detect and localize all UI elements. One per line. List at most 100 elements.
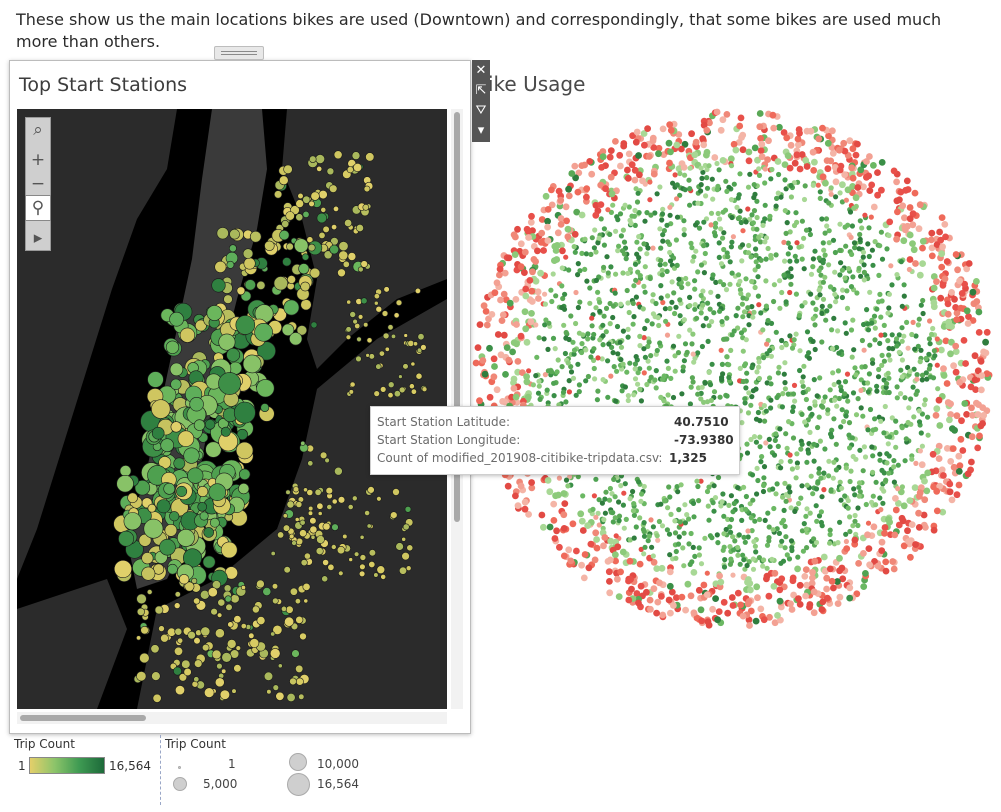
bike-dot bbox=[968, 433, 976, 441]
bike-dot bbox=[648, 212, 654, 218]
bike-dot bbox=[975, 329, 983, 336]
bike-dot bbox=[736, 532, 742, 538]
station-bubble bbox=[244, 279, 256, 291]
bike-dot bbox=[783, 342, 789, 348]
bike-dot bbox=[712, 224, 719, 230]
bike-dot bbox=[753, 259, 759, 265]
bike-dot bbox=[574, 188, 582, 196]
search-icon[interactable]: ⌕ bbox=[33, 120, 43, 140]
bike-dot bbox=[823, 585, 830, 593]
bike-dot bbox=[741, 309, 748, 315]
bike-dot bbox=[661, 398, 667, 404]
bike-dot bbox=[801, 521, 807, 527]
bike-dot bbox=[909, 210, 917, 218]
bike-dot bbox=[576, 382, 582, 388]
bike-dot bbox=[946, 416, 953, 424]
bike-dot bbox=[684, 580, 692, 588]
bike-dot bbox=[575, 272, 581, 278]
bike-dot bbox=[851, 536, 859, 544]
bike-dot bbox=[577, 299, 583, 305]
bike-dot bbox=[642, 181, 648, 187]
bike-dot bbox=[913, 460, 919, 466]
bike-dot bbox=[782, 480, 788, 486]
bike-dot bbox=[836, 379, 842, 385]
station-bubble bbox=[316, 212, 327, 224]
bike-dot bbox=[656, 518, 662, 525]
bike-dot bbox=[593, 514, 599, 520]
bike-dot bbox=[641, 533, 648, 539]
bike-dot bbox=[977, 358, 985, 365]
station-bubble bbox=[345, 334, 352, 340]
filter-icon[interactable]: ⛛ bbox=[475, 102, 487, 118]
bike-dot bbox=[631, 501, 637, 507]
station-bubble bbox=[322, 522, 331, 531]
station-bubble bbox=[284, 616, 295, 627]
bike-dot bbox=[514, 358, 522, 365]
bike-dot bbox=[666, 582, 674, 590]
bike-dot bbox=[674, 484, 680, 490]
bike-dot bbox=[633, 294, 639, 300]
bike-dot bbox=[883, 477, 889, 483]
station-bubble bbox=[412, 341, 418, 347]
color-legend-max: 16,564 bbox=[109, 759, 151, 773]
drag-handle[interactable] bbox=[214, 46, 264, 60]
bike-dot bbox=[852, 512, 858, 519]
close-icon[interactable]: ✕ bbox=[475, 62, 487, 78]
bike-dot bbox=[656, 579, 663, 587]
bike-dot bbox=[752, 543, 758, 549]
station-bubble bbox=[163, 482, 176, 495]
bike-dot bbox=[901, 226, 909, 234]
bike-dot bbox=[681, 317, 687, 323]
bike-dot bbox=[834, 578, 841, 585]
more-options-icon[interactable]: ▾ bbox=[477, 122, 485, 138]
bike-dot bbox=[758, 153, 766, 161]
bike-dot bbox=[872, 337, 878, 343]
station-bubble bbox=[353, 162, 363, 172]
bike-dot bbox=[857, 447, 863, 453]
bike-dot bbox=[765, 137, 772, 145]
vertical-scroll-thumb[interactable] bbox=[454, 112, 460, 522]
bike-dot bbox=[598, 216, 604, 222]
bike-dot bbox=[681, 232, 687, 238]
bike-dot bbox=[811, 158, 818, 166]
bike-dot bbox=[591, 245, 597, 251]
station-bubble bbox=[271, 583, 279, 590]
bike-dot bbox=[753, 549, 759, 555]
bike-dot bbox=[853, 372, 859, 378]
bike-dot bbox=[725, 254, 731, 260]
bike-dot bbox=[638, 498, 644, 504]
bike-dot bbox=[782, 545, 788, 551]
station-bubble bbox=[282, 513, 288, 519]
open-external-icon[interactable]: ⇱ bbox=[475, 82, 487, 98]
horizontal-scroll-thumb[interactable] bbox=[20, 715, 146, 721]
bike-usage-bubble-chart[interactable] bbox=[460, 100, 1000, 640]
station-bubble bbox=[310, 534, 316, 540]
zoom-out-icon[interactable]: − bbox=[30, 174, 46, 194]
bike-dot bbox=[827, 527, 833, 533]
bike-dot bbox=[826, 200, 832, 206]
bike-dot bbox=[692, 278, 698, 284]
bike-dot bbox=[888, 263, 894, 269]
station-bubble bbox=[270, 550, 276, 556]
bike-dot bbox=[521, 505, 529, 513]
bike-dot bbox=[617, 339, 623, 345]
bike-dot bbox=[742, 539, 748, 545]
horizontal-scrollbar[interactable] bbox=[17, 712, 447, 724]
station-map[interactable] bbox=[17, 109, 447, 709]
bike-dot bbox=[626, 557, 634, 565]
bike-dot bbox=[682, 520, 688, 526]
bike-dot bbox=[591, 365, 597, 372]
bike-dot bbox=[611, 476, 617, 482]
bike-dot bbox=[790, 435, 797, 441]
bike-dot bbox=[674, 214, 681, 220]
bike-dot bbox=[814, 518, 820, 524]
bike-dot bbox=[830, 475, 836, 481]
zoom-in-icon[interactable]: + bbox=[30, 150, 46, 170]
bike-dot bbox=[702, 380, 708, 386]
pin-icon[interactable]: ⚲ bbox=[25, 195, 51, 221]
station-tooltip: Start Station Latitude: 40.7510 Start St… bbox=[370, 406, 740, 475]
bike-dot bbox=[603, 489, 609, 495]
expand-arrow-icon[interactable]: ▸ bbox=[33, 228, 43, 248]
map-viewport[interactable]: ⌕ + − ⚲ ▸ bbox=[17, 109, 447, 709]
bike-dot bbox=[836, 350, 842, 356]
